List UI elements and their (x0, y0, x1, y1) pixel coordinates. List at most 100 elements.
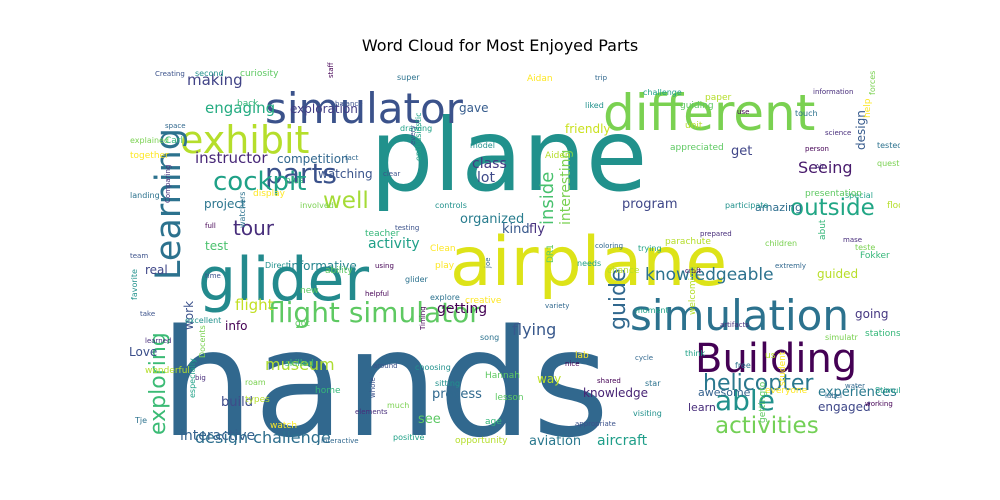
word-56: way (537, 372, 561, 386)
word-35: aviation (529, 434, 581, 445)
word-28: Seeing (798, 158, 853, 177)
word-46: project (204, 197, 246, 211)
small-word-27: person (805, 145, 829, 153)
word-54: process (432, 387, 482, 402)
small-word-120: appropriate (575, 420, 616, 428)
small-word-119: age (485, 417, 502, 427)
small-word-67: needs (577, 259, 601, 268)
small-word-24: every (409, 125, 417, 145)
small-word-105: big (195, 374, 206, 382)
small-word-82: simulatr (825, 333, 859, 342)
small-word-17: help (863, 98, 873, 118)
word-13: able (715, 384, 775, 417)
small-word-123: working (865, 400, 893, 408)
small-word-4: super (397, 73, 420, 82)
word-67: Love (129, 345, 157, 359)
word-53: build (221, 395, 253, 410)
small-word-92: us (765, 351, 776, 361)
word-33: experiences (818, 385, 897, 400)
small-word-91: think (685, 349, 706, 358)
word-63: learn (688, 401, 716, 414)
small-word-28: tested (877, 141, 900, 150)
small-word-68: chance (607, 266, 640, 276)
small-word-126: interactive (321, 437, 359, 445)
word-1: plane (370, 97, 647, 214)
word-58: get (731, 144, 752, 159)
small-word-70: teste (855, 243, 875, 252)
word-68: info (225, 319, 248, 333)
small-word-21: science (825, 129, 851, 137)
small-word-66: joe (484, 257, 492, 269)
small-word-125: watch (270, 421, 297, 431)
small-word-23: Carl (165, 136, 183, 146)
small-word-83: stations (865, 329, 900, 339)
word-21: knowledgeable (645, 265, 774, 285)
word-15: helicopter (703, 371, 814, 396)
small-word-39: craft (685, 267, 701, 275)
small-word-95: skilled (285, 359, 314, 369)
small-word-52: watchers (238, 192, 247, 228)
word-44: competition (277, 152, 349, 166)
small-word-128: opportunity (455, 436, 508, 445)
small-word-84: take (140, 310, 155, 318)
small-word-103: Stimulating (875, 386, 900, 395)
small-word-25: model (470, 141, 495, 150)
word-47: informative (288, 259, 357, 273)
word-51: kind (502, 222, 530, 237)
small-word-8: paper (705, 93, 731, 103)
word-30: museum (265, 355, 335, 374)
small-word-10: forces (868, 71, 877, 95)
small-word-98: Hannah (485, 371, 520, 381)
small-word-7: challenge (643, 88, 682, 97)
small-word-80: welcoming (688, 266, 698, 315)
small-word-93: learned (145, 337, 171, 345)
small-word-97: choosing (415, 363, 451, 372)
word-38: lot (477, 170, 495, 186)
small-word-6: trip (595, 74, 608, 82)
small-word-96: around (373, 362, 398, 370)
word-43: exploration (290, 102, 358, 116)
small-word-65: play (435, 261, 455, 271)
small-word-14: guiding (680, 101, 714, 111)
small-word-118: much (387, 401, 409, 410)
word-61: friendly (565, 122, 611, 136)
small-word-45: Comparing (164, 165, 172, 203)
small-word-99: nice (565, 360, 580, 368)
word-45: watching (318, 167, 373, 181)
small-word-101: student (778, 351, 788, 386)
word-23: engaging (205, 99, 275, 117)
small-word-104: wonderful (145, 366, 190, 376)
word-10: flight simulator (268, 296, 481, 329)
small-word-79: moment (635, 306, 669, 315)
small-word-108: whole (369, 377, 377, 398)
word-0: hands (160, 298, 609, 445)
small-word-37: controls (435, 201, 467, 210)
small-word-0: Creating (155, 70, 185, 78)
word-3: different (603, 84, 815, 142)
small-word-36: clear (383, 170, 400, 178)
small-word-59: abut (818, 219, 828, 240)
small-word-38: DR1 (546, 244, 556, 263)
word-40: program (622, 197, 678, 212)
word-27: design challenge (195, 428, 331, 445)
word-36: aircraft (597, 433, 648, 445)
small-word-124: Tje (134, 416, 147, 425)
small-word-71: Fokker (860, 251, 890, 261)
small-word-116: types (245, 395, 270, 405)
small-word-33: Air (815, 163, 825, 171)
small-word-112: star (645, 379, 661, 388)
small-word-121: visiting (633, 409, 662, 418)
word-65: work (182, 301, 196, 330)
small-word-15: use (737, 108, 749, 116)
small-word-1: second (195, 69, 224, 78)
word-16: exploring (146, 332, 171, 435)
small-word-42: extremly (775, 262, 806, 270)
small-word-40: landing (130, 191, 160, 200)
small-word-32: Aiden (545, 151, 571, 161)
word-8: exhibit (180, 118, 309, 162)
small-word-29: together (130, 151, 169, 161)
word-4: glider (198, 245, 369, 315)
small-word-35: plus (285, 176, 304, 186)
word-2: airplane (450, 223, 727, 302)
